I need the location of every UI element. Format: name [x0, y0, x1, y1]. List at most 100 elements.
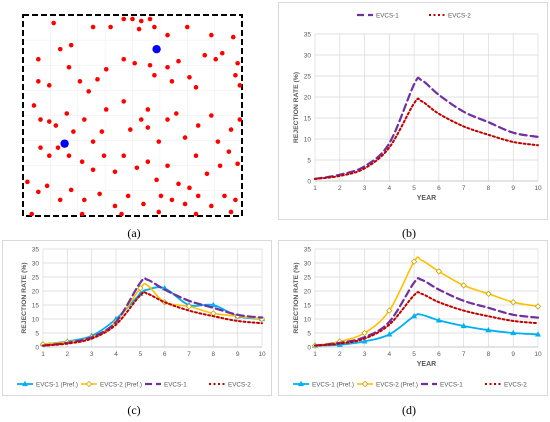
demand-point [219, 50, 225, 56]
demand-point [68, 187, 74, 193]
y-tick-label: 10 [304, 136, 312, 143]
y-axis-label: REJECTION RATE (%) [293, 72, 300, 143]
demand-point [209, 32, 214, 38]
data-marker [85, 380, 93, 388]
x-tick-label: 5 [139, 351, 143, 358]
demand-point [55, 145, 61, 150]
legend-item: EVCS-1 [357, 13, 399, 20]
data-marker [185, 303, 193, 310]
y-tick-label: 5 [307, 330, 311, 337]
legend-item: EVCS-1 [421, 382, 463, 389]
demand-point [193, 153, 199, 158]
y-tick-label: 35 [304, 31, 312, 38]
y-tick-label: 5 [307, 157, 311, 164]
series-line [42, 286, 263, 346]
demand-point [176, 181, 181, 187]
demand-point [235, 161, 240, 167]
legend-label: EVCS-2 (Pref.) [376, 382, 418, 389]
data-marker [534, 331, 542, 337]
demand-point [138, 117, 144, 122]
y-tick-label: 10 [32, 316, 40, 323]
demand-point [90, 24, 96, 30]
demand-point [193, 211, 199, 217]
demand-point [46, 153, 52, 158]
x-tick-label: 3 [363, 351, 367, 358]
legend-label: EVCS-1 (Pref.) [312, 382, 354, 389]
chart-c: 0 5 10 15 20 25 30 35 1 2 3 4 5 6 7 8 9 10 REJECTION RATE … [17, 246, 266, 389]
demand-point [169, 197, 175, 203]
demand-point [165, 117, 170, 122]
demand-point [38, 145, 43, 150]
panel-label-c: (c) [127, 403, 141, 417]
x-tick-label: 6 [163, 351, 167, 358]
demand-point [136, 26, 142, 32]
legend-item: EVCS-2 (Pref.) [357, 380, 418, 389]
panel-d-frame: 0 5 10 15 20 25 30 35 1 2 3 4 5 6 7 8 9 10 REJECTION RATE … [278, 240, 548, 396]
demand-point [36, 56, 41, 62]
chart-d: 0 5 10 15 20 25 30 35 1 2 3 4 5 6 7 8 9 10 REJECTION RATE … [293, 246, 542, 389]
x-tick-label: 10 [258, 351, 266, 358]
demand-point [134, 165, 140, 171]
series-evcs-2-pref [311, 256, 542, 349]
y-tick-label: 0 [307, 178, 311, 185]
demand-point [235, 60, 240, 66]
demand-point [226, 149, 232, 154]
legend-label: EVCS-1 [376, 13, 399, 20]
x-tick-label: 1 [41, 351, 45, 358]
series-line [314, 256, 539, 347]
y-tick-label: 15 [304, 302, 312, 309]
y-tick-label: 30 [304, 52, 312, 59]
data-marker [386, 331, 393, 337]
demand-point [112, 203, 118, 209]
demand-point [82, 197, 87, 203]
demand-point [237, 117, 243, 122]
legend-item: EVCS-2 [429, 13, 471, 20]
legend-label: EVCS-2 [504, 382, 527, 389]
y-tick-label: 25 [304, 274, 312, 281]
demand-point [215, 139, 221, 144]
station-map [22, 14, 243, 217]
demand-point [209, 113, 214, 118]
x-tick-label: 10 [534, 351, 542, 358]
legend-item: EVCS-1 [145, 382, 187, 389]
y-tick-label: 5 [35, 330, 39, 337]
demand-point [233, 73, 238, 78]
demand-point [222, 193, 227, 199]
station-point [152, 44, 161, 54]
demand-point [31, 103, 37, 108]
series-evcs-1 [313, 76, 540, 180]
demand-point [82, 117, 87, 122]
x-tick-label: 2 [338, 351, 342, 358]
demand-point [145, 159, 151, 165]
x-axis-label: YEAR [417, 361, 436, 368]
demand-point [158, 193, 164, 199]
legend-label: EVCS-1 [164, 382, 187, 389]
demand-point [90, 139, 96, 144]
y-tick-label: 0 [35, 344, 39, 351]
station-point [60, 139, 69, 148]
series-line [313, 76, 540, 180]
x-tick-label: 2 [66, 351, 70, 358]
demand-point [195, 123, 201, 128]
demand-point [165, 64, 170, 70]
legend-label: EVCS-2 [228, 382, 251, 389]
series-evcs-2 [314, 97, 539, 180]
x-tick-label: 4 [388, 185, 392, 192]
data-marker [460, 282, 467, 289]
data-marker [137, 285, 144, 292]
demand-point [187, 75, 192, 80]
series-line [314, 97, 539, 180]
demand-point [66, 64, 72, 70]
demand-point [209, 203, 214, 209]
data-marker [297, 380, 305, 387]
demand-point [36, 189, 41, 195]
data-marker [210, 301, 217, 308]
x-tick-label: 7 [462, 185, 466, 192]
demand-point [156, 139, 162, 144]
y-tick-label: 35 [304, 246, 312, 253]
x-tick-label: 7 [462, 351, 466, 358]
x-tick-label: 9 [236, 351, 240, 358]
demand-point [145, 125, 151, 130]
demand-point [51, 20, 56, 26]
demand-point [112, 169, 118, 175]
